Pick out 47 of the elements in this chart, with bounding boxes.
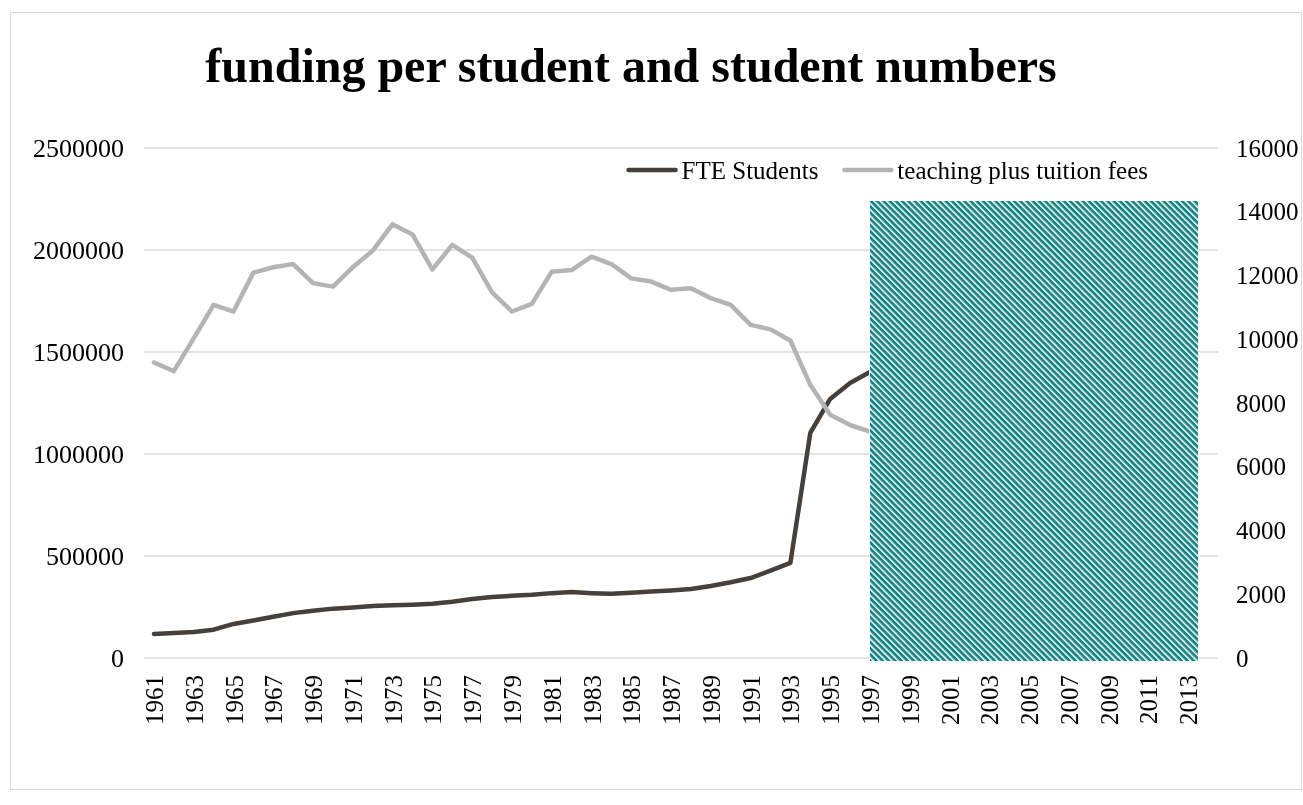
y2-tick-label: 14000	[1236, 198, 1299, 226]
x-tick-label: 1997	[856, 675, 884, 725]
y-tick-label: 2000000	[33, 235, 124, 265]
x-tick-label: 1967	[259, 675, 287, 725]
x-tick-label: 1975	[418, 675, 446, 725]
x-tick-label: 1981	[538, 675, 566, 725]
x-tick-label: 1991	[737, 675, 765, 725]
x-tick-label: 1999	[896, 675, 924, 725]
y2-tick-label: 0	[1236, 644, 1249, 672]
x-tick-label: 1963	[180, 675, 208, 725]
legend-label: FTE Students	[681, 156, 819, 184]
x-tick-label: 1977	[458, 675, 486, 725]
y2-tick-label: 12000	[1236, 262, 1299, 289]
line-series	[151, 369, 873, 637]
y2-tick-label: 6000	[1236, 453, 1286, 481]
x-tick-label: 2013	[1174, 675, 1202, 725]
x-tick-label: 2001	[936, 675, 963, 725]
x-tick-label: 1969	[299, 675, 327, 725]
x-tick-label: 1987	[657, 675, 685, 725]
x-tick-label: 1961	[140, 675, 168, 725]
legend-label: teaching plus tuition fees	[897, 156, 1149, 184]
y-tick-label: 1500000	[33, 337, 124, 367]
y2-tick-label: 8000	[1236, 389, 1286, 417]
chart-title: funding per student and student numbers	[205, 39, 1057, 92]
x-tick-label: 2007	[1055, 675, 1083, 725]
y-tick-label: 2500000	[33, 133, 124, 163]
x-tick-label: 1971	[339, 675, 367, 725]
x-tick-label: 1995	[816, 675, 844, 725]
x-tick-label: 2005	[1015, 675, 1043, 725]
y-tick-label: 1000000	[33, 439, 124, 469]
y-tick-label: 0	[111, 643, 124, 673]
y2-tick-label: 10000	[1236, 325, 1299, 353]
x-tick-label: 2011	[1134, 675, 1162, 725]
line-series	[151, 221, 873, 434]
x-tick-label: 1973	[379, 675, 407, 725]
x-tick-label: 2003	[975, 675, 1003, 725]
x-tick-label: 1985	[617, 675, 645, 725]
x-tick-label: 1989	[697, 675, 725, 725]
y2-tick-label: 16000	[1236, 134, 1299, 162]
x-tick-label: 1979	[498, 675, 526, 725]
x-tick-label: 1993	[776, 675, 804, 725]
x-tick-label: 1965	[220, 675, 247, 725]
y2-tick-label: 2000	[1236, 580, 1286, 608]
y2-tick-label: 4000	[1236, 517, 1286, 544]
y-tick-label: 500000	[46, 541, 124, 571]
x-tick-label: 1983	[578, 675, 605, 725]
x-tick-label: 2009	[1095, 675, 1123, 725]
